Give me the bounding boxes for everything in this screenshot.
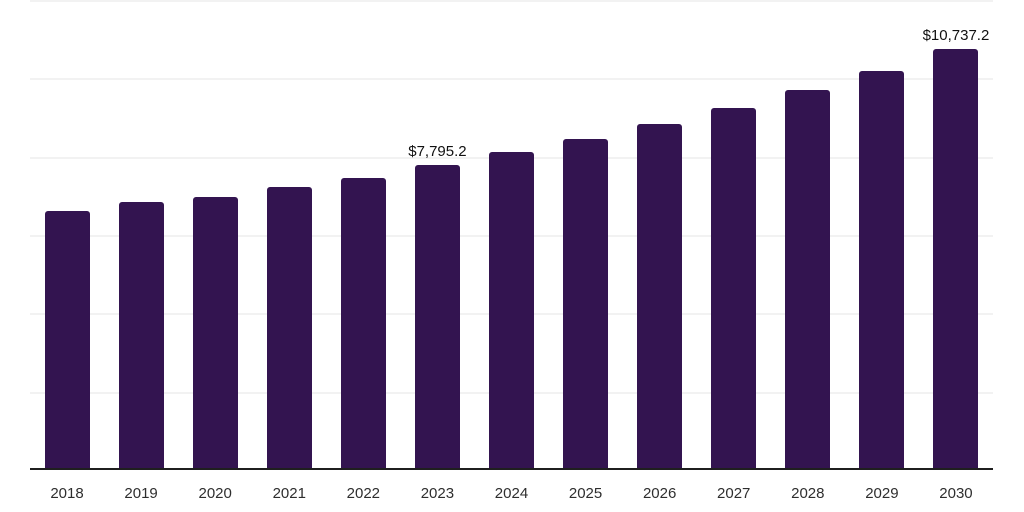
x-tick-label-2019: 2019 — [124, 485, 158, 502]
bar-2028 — [785, 90, 831, 470]
x-tick-label-2023: 2023 — [420, 485, 455, 502]
x-tick-label-2029: 2029 — [865, 485, 899, 502]
gridline — [30, 0, 993, 2]
bar-2024 — [489, 152, 534, 470]
x-tick-label-2024: 2024 — [494, 485, 529, 502]
bar-2018 — [44, 211, 90, 470]
bar-2030 — [933, 49, 979, 470]
x-tick-label-2028: 2028 — [791, 485, 825, 502]
gridline — [30, 78, 993, 81]
bar-2029 — [859, 70, 905, 470]
x-tick-label-2030: 2030 — [939, 485, 973, 502]
x-tick-label-2026: 2026 — [642, 485, 677, 502]
x-tick-label-2022: 2022 — [346, 485, 381, 502]
bar-2020 — [192, 196, 238, 470]
bar-2023 — [414, 164, 460, 470]
data-label-2023: $7,795.2 — [408, 142, 467, 160]
x-tick-label-2025: 2025 — [568, 485, 603, 502]
bar-2027 — [711, 107, 757, 470]
x-tick-label-2027: 2027 — [717, 485, 751, 502]
x-tick-label-2020: 2020 — [198, 485, 232, 502]
bar-2022 — [340, 177, 386, 470]
plot-area: $7,795.2 $10,737.2 — [30, 0, 993, 470]
bar-2019 — [118, 202, 164, 470]
x-tick-label-2021: 2021 — [272, 485, 306, 502]
data-label-2030: $10,737.2 — [922, 27, 990, 45]
x-tick-label-2018: 2018 — [50, 485, 84, 502]
x-axis-line — [30, 468, 993, 470]
bar-2026 — [637, 123, 683, 470]
bar-2025 — [563, 138, 609, 470]
bar-2021 — [266, 186, 312, 470]
